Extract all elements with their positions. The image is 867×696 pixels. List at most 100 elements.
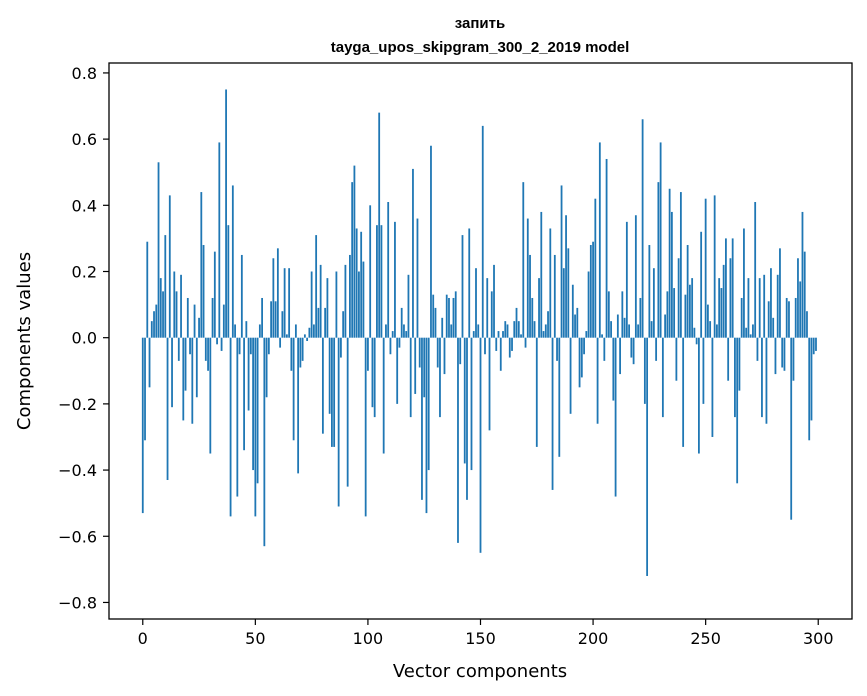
bar [808, 337, 811, 441]
bar [468, 228, 471, 338]
bar [484, 337, 486, 355]
bar [815, 337, 817, 351]
bar [290, 337, 293, 371]
bar [195, 337, 198, 398]
bar [625, 221, 628, 338]
bar [394, 221, 396, 338]
bar [452, 297, 455, 338]
bar [270, 301, 273, 338]
bar [189, 337, 191, 355]
bar [267, 337, 270, 355]
bar [310, 271, 313, 338]
bar [785, 297, 788, 338]
bar [722, 264, 725, 338]
bar [594, 198, 597, 338]
bar [700, 231, 703, 338]
bar [616, 314, 619, 338]
bar [574, 314, 576, 338]
bar [763, 274, 766, 338]
bar [272, 258, 275, 338]
bar [376, 225, 378, 338]
bar [531, 297, 534, 338]
bar [457, 337, 459, 543]
bar [806, 311, 808, 338]
bar [490, 291, 493, 338]
bar [704, 198, 707, 338]
bar [517, 321, 520, 338]
bar [238, 337, 241, 355]
bar [621, 291, 624, 338]
bar [655, 337, 658, 361]
bar [576, 307, 579, 338]
bar [358, 271, 360, 338]
bar [355, 228, 358, 338]
bar [427, 337, 430, 471]
bar [718, 278, 721, 338]
bar [738, 337, 741, 391]
bar [668, 188, 671, 338]
bar [175, 291, 178, 338]
bar [477, 324, 480, 338]
bar [146, 241, 149, 338]
bar [740, 297, 743, 338]
bar [391, 331, 394, 338]
y-tick-label: −0.4 [58, 461, 97, 480]
bar [547, 311, 549, 338]
bar [371, 337, 374, 408]
bar [213, 251, 216, 338]
bar [542, 331, 545, 338]
bar [607, 291, 610, 338]
bar [441, 317, 444, 338]
bar [153, 311, 155, 338]
bar [720, 288, 723, 338]
bar [283, 268, 286, 338]
bar [486, 278, 489, 338]
bar [150, 321, 153, 338]
bar [247, 337, 250, 411]
bar [373, 337, 376, 418]
bar [540, 211, 543, 338]
bar [688, 284, 691, 338]
bar [207, 337, 209, 371]
bar [385, 324, 387, 338]
bar [387, 202, 390, 338]
bar [227, 225, 230, 338]
bar [673, 288, 676, 338]
x-tick-label: 200 [578, 629, 609, 648]
bar [231, 185, 234, 338]
bar [315, 235, 318, 338]
x-tick-label: 50 [245, 629, 265, 648]
bar [776, 274, 779, 338]
bar [661, 337, 664, 418]
bar [598, 142, 601, 338]
bar [308, 327, 311, 338]
bar [303, 334, 306, 338]
y-tick-label: −0.2 [58, 395, 97, 414]
bar [200, 192, 203, 338]
bar [693, 327, 696, 338]
bar [454, 291, 457, 338]
bar [756, 337, 759, 361]
bar [601, 334, 603, 338]
bar [405, 331, 408, 338]
bar [367, 337, 369, 371]
bar [578, 337, 581, 388]
bar [274, 301, 277, 338]
bar [168, 195, 171, 338]
x-tick-label: 0 [138, 629, 148, 648]
bar [186, 297, 189, 338]
bar [324, 307, 327, 338]
bar [398, 337, 401, 348]
bar [580, 337, 583, 378]
bar [506, 324, 509, 338]
bar [349, 254, 351, 338]
bar [698, 337, 700, 454]
bar [747, 278, 750, 338]
bar [639, 297, 642, 338]
y-axis: −0.8 −0.6 −0.4 −0.2 0.0 0.2 0.4 0.6 0.8 [58, 64, 109, 612]
bar [193, 304, 196, 338]
bar [504, 321, 507, 338]
bar [731, 238, 734, 338]
bar [481, 125, 484, 338]
bar [812, 337, 815, 355]
